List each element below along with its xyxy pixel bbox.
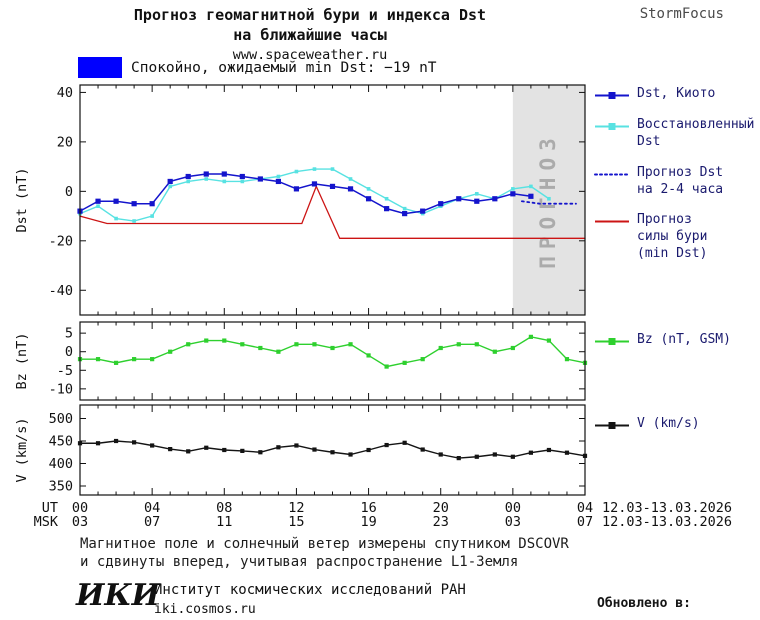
y-axis-title: Dst (nT) [14, 167, 30, 232]
legend-label: Dst, Киото [637, 86, 716, 101]
svg-text:20: 20 [57, 134, 73, 150]
svg-text:07: 07 [577, 514, 593, 530]
svg-text:450: 450 [49, 434, 73, 450]
storm-status-legend: Спокойно, ожидаемый min Dst: −19 nT [78, 57, 437, 78]
legend-item: Dst, Киото [594, 86, 758, 103]
svg-text:08: 08 [216, 500, 232, 516]
svg-text:5: 5 [65, 326, 73, 342]
y-axis-title: V (km/s) [14, 417, 30, 482]
ut-date-range: 12.03-13.03.2026 [602, 500, 732, 516]
svg-text:0: 0 [65, 344, 73, 360]
svg-text:04: 04 [577, 500, 593, 516]
legend-label: V (km/s) [637, 416, 700, 431]
svg-text:03: 03 [505, 514, 521, 530]
svg-text:04: 04 [144, 500, 160, 516]
svg-text:23: 23 [433, 514, 449, 530]
data-source-note-line1: Магнитное поле и солнечный ветер измерен… [80, 536, 569, 552]
svg-text:00: 00 [72, 500, 88, 516]
series-dst-kyoto [77, 171, 534, 217]
svg-text:-5: -5 [57, 363, 73, 379]
series-dst-restored [78, 167, 551, 223]
dst-axis-ticks: 40 20 0 -20 -40 [49, 85, 586, 315]
institute-name: Институт космических исследований РАН [154, 582, 466, 598]
svg-text:-20: -20 [49, 233, 73, 249]
legend-label: Восстановленный Dst [637, 116, 755, 149]
legend-label: Прогноз Dst на 2-4 часа [637, 164, 724, 197]
brand-stormfocus: StormFocus [639, 6, 724, 22]
series-dst-forecast [520, 200, 577, 205]
svg-text:40: 40 [57, 85, 73, 101]
series-v-speed [77, 438, 588, 461]
legend-label: Прогноз силы бури (min Dst) [637, 212, 708, 262]
page-title: Прогноз геомагнитной бури и индекса Dst [133, 6, 487, 24]
spaceweather-link[interactable]: www.spaceweather.ru [232, 47, 388, 63]
svg-text:00: 00 [505, 500, 521, 516]
legend-main: Dst, Киото Восстановленный Dst Прогноз Dst… [594, 86, 758, 277]
svg-text:20: 20 [433, 500, 449, 516]
svg-text:16: 16 [360, 500, 376, 516]
svg-text:19: 19 [360, 514, 376, 530]
legend-sample-line [595, 338, 629, 345]
legend-sample-dotted-line [594, 173, 630, 176]
svg-text:500: 500 [49, 411, 73, 427]
svg-text:-10: -10 [49, 381, 73, 397]
series-storm-forecast [79, 184, 586, 239]
svg-text:07: 07 [144, 514, 160, 530]
legend-sample-line [595, 92, 629, 99]
svg-text:350: 350 [49, 479, 73, 495]
svg-text:03: 03 [72, 514, 88, 530]
legend-item: Bz (nT, GSM) [594, 332, 758, 349]
legend-item: Восстановленный Dst [594, 117, 758, 151]
legend-item: Прогноз Dst на 2-4 часа [594, 165, 758, 199]
svg-text:0: 0 [65, 184, 73, 200]
series-bz-gsm [77, 334, 588, 369]
legend-v: V (km/s) [594, 416, 758, 447]
updated-block: Обновлено в: UT 00:05, 13.03.2026 MSK 03… [597, 566, 760, 620]
svg-text:12: 12 [288, 500, 304, 516]
header: Прогноз геомагнитной бури и индекса Dst … [60, 6, 560, 63]
storm-status-text: Спокойно, ожидаемый min Dst: −19 nT [131, 59, 437, 76]
bz-axis-ticks: 5 0 -5 -10 [49, 322, 586, 400]
legend-item: Прогноз силы бури (min Dst) [594, 212, 758, 263]
v-panel: 500 450 400 350 V (km/s) [14, 404, 588, 496]
quiet-level-swatch [78, 57, 122, 78]
updated-title: Обновлено в: [597, 596, 691, 611]
iki-site-link[interactable]: iki.cosmos.ru [154, 602, 256, 617]
svg-text:-40: -40 [49, 283, 73, 299]
data-source-note-line2: и сдвинуты вперед, учитывая распростране… [80, 554, 519, 570]
legend-item: V (km/s) [594, 416, 758, 433]
legend-bz: Bz (nT, GSM) [594, 332, 758, 363]
iki-logo: ИКИ [76, 578, 160, 613]
svg-text:400: 400 [49, 456, 73, 472]
ut-row-label: UT [42, 500, 58, 516]
bz-panel: 5 0 -5 -10 Bz (nT) [14, 321, 588, 401]
legend-sample-line [595, 422, 629, 429]
x-axis-labels: UT 00 04 08 12 16 20 00 04 12.03-13.03.2026 MSK 03 0… [34, 500, 732, 530]
page-subtitle: на ближайшие часы [233, 25, 387, 44]
y-axis-title: Bz (nT) [14, 333, 30, 390]
legend-label: Bz (nT, GSM) [637, 332, 731, 347]
msk-date-range: 12.03-13.03.2026 [602, 514, 732, 530]
legend-sample-line [595, 122, 629, 130]
svg-text:15: 15 [288, 514, 304, 530]
msk-row-label: MSK [34, 514, 59, 530]
svg-text:11: 11 [216, 514, 232, 530]
legend-sample-line [595, 220, 629, 223]
